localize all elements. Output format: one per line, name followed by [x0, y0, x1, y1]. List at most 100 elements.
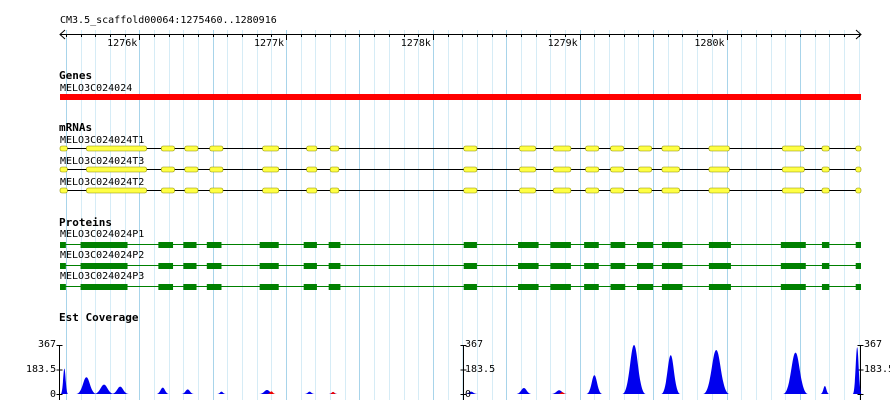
protein-segment[interactable]: [303, 284, 317, 290]
protein-segment[interactable]: [158, 263, 174, 269]
protein-segment[interactable]: [855, 263, 861, 269]
protein-segment[interactable]: [60, 263, 66, 269]
protein-segment[interactable]: [518, 263, 539, 269]
mrna-exon[interactable]: [855, 187, 862, 194]
mrna-exon[interactable]: [585, 166, 600, 173]
mrna-exon[interactable]: [855, 145, 862, 152]
protein-segment[interactable]: [328, 242, 341, 248]
gene-label[interactable]: MELO3C024024: [60, 83, 133, 94]
mrna-exon[interactable]: [821, 187, 830, 194]
mrna-exon[interactable]: [821, 166, 830, 173]
protein-segment[interactable]: [780, 242, 806, 248]
protein-segment[interactable]: [584, 263, 599, 269]
protein-segment[interactable]: [328, 263, 341, 269]
mrna-exon[interactable]: [708, 145, 730, 152]
mrna-exon[interactable]: [821, 145, 830, 152]
protein-segment[interactable]: [303, 263, 317, 269]
protein-segment[interactable]: [259, 284, 279, 290]
protein-segment[interactable]: [636, 284, 654, 290]
mrna-exon[interactable]: [782, 145, 805, 152]
mrna-exon[interactable]: [661, 166, 680, 173]
protein-segment[interactable]: [303, 242, 317, 248]
mrna-exon[interactable]: [262, 145, 280, 152]
mrna-exon[interactable]: [329, 145, 340, 152]
mrna-exon[interactable]: [463, 187, 478, 194]
protein-segment[interactable]: [80, 242, 128, 248]
protein-label[interactable]: MELO3C024024P2: [60, 250, 145, 261]
protein-segment[interactable]: [463, 263, 477, 269]
mrna-exon[interactable]: [552, 187, 572, 194]
protein-segment[interactable]: [584, 284, 599, 290]
mrna-exon[interactable]: [184, 145, 199, 152]
mrna-exon[interactable]: [782, 166, 805, 173]
protein-segment[interactable]: [821, 284, 830, 290]
mrna-exon[interactable]: [306, 187, 318, 194]
mrna-exon[interactable]: [209, 187, 224, 194]
mrna-exon[interactable]: [585, 145, 600, 152]
protein-segment[interactable]: [158, 242, 174, 248]
mrna-exon[interactable]: [708, 166, 730, 173]
mrna-exon[interactable]: [86, 187, 147, 194]
mrna-exon[interactable]: [262, 187, 280, 194]
protein-segment[interactable]: [259, 242, 279, 248]
mrna-exon[interactable]: [661, 187, 680, 194]
mrna-exon[interactable]: [59, 166, 68, 173]
mrna-exon[interactable]: [160, 166, 175, 173]
mrna-exon[interactable]: [519, 145, 536, 152]
mrna-exon[interactable]: [552, 145, 572, 152]
mrna-exon[interactable]: [661, 145, 680, 152]
protein-label[interactable]: MELO3C024024P1: [60, 229, 145, 240]
mrna-exon[interactable]: [160, 187, 175, 194]
protein-label[interactable]: MELO3C024024P3: [60, 271, 145, 282]
mrna-exon[interactable]: [59, 145, 68, 152]
mrna-exon[interactable]: [855, 166, 862, 173]
protein-segment[interactable]: [60, 242, 66, 248]
protein-segment[interactable]: [708, 242, 731, 248]
protein-segment[interactable]: [328, 284, 341, 290]
mrna-exon[interactable]: [306, 145, 318, 152]
mrna-exon[interactable]: [306, 166, 318, 173]
protein-segment[interactable]: [183, 242, 197, 248]
protein-segment[interactable]: [206, 284, 222, 290]
protein-segment[interactable]: [259, 263, 279, 269]
mrna-exon[interactable]: [585, 187, 600, 194]
mrna-exon[interactable]: [184, 166, 199, 173]
protein-segment[interactable]: [518, 284, 539, 290]
protein-segment[interactable]: [780, 284, 806, 290]
protein-segment[interactable]: [183, 284, 197, 290]
mrna-exon[interactable]: [610, 145, 625, 152]
mrna-exon[interactable]: [519, 187, 536, 194]
mrna-exon[interactable]: [519, 166, 536, 173]
mrna-exon[interactable]: [329, 187, 340, 194]
mrna-exon[interactable]: [463, 145, 478, 152]
protein-segment[interactable]: [855, 284, 861, 290]
protein-segment[interactable]: [821, 242, 830, 248]
mrna-exon[interactable]: [160, 145, 175, 152]
protein-segment[interactable]: [708, 284, 731, 290]
protein-segment[interactable]: [821, 263, 830, 269]
mrna-exon[interactable]: [209, 145, 224, 152]
protein-segment[interactable]: [463, 284, 477, 290]
protein-segment[interactable]: [661, 242, 683, 248]
protein-segment[interactable]: [661, 284, 683, 290]
mrna-exon[interactable]: [610, 166, 625, 173]
protein-segment[interactable]: [610, 284, 626, 290]
mrna-exon[interactable]: [638, 187, 652, 194]
protein-segment[interactable]: [780, 263, 806, 269]
mrna-label[interactable]: MELO3C024024T1: [60, 135, 145, 146]
protein-segment[interactable]: [158, 284, 174, 290]
protein-segment[interactable]: [610, 263, 626, 269]
mrna-exon[interactable]: [708, 187, 730, 194]
protein-segment[interactable]: [518, 242, 539, 248]
protein-segment[interactable]: [550, 263, 571, 269]
gene-feature-bar[interactable]: [60, 94, 861, 100]
mrna-exon[interactable]: [782, 187, 805, 194]
protein-segment[interactable]: [636, 242, 654, 248]
mrna-exon[interactable]: [262, 166, 280, 173]
mrna-exon[interactable]: [86, 166, 147, 173]
protein-segment[interactable]: [80, 284, 128, 290]
mrna-label[interactable]: MELO3C024024T2: [60, 177, 145, 188]
mrna-exon[interactable]: [638, 166, 652, 173]
mrna-exon[interactable]: [86, 145, 147, 152]
mrna-label[interactable]: MELO3C024024T3: [60, 156, 145, 167]
